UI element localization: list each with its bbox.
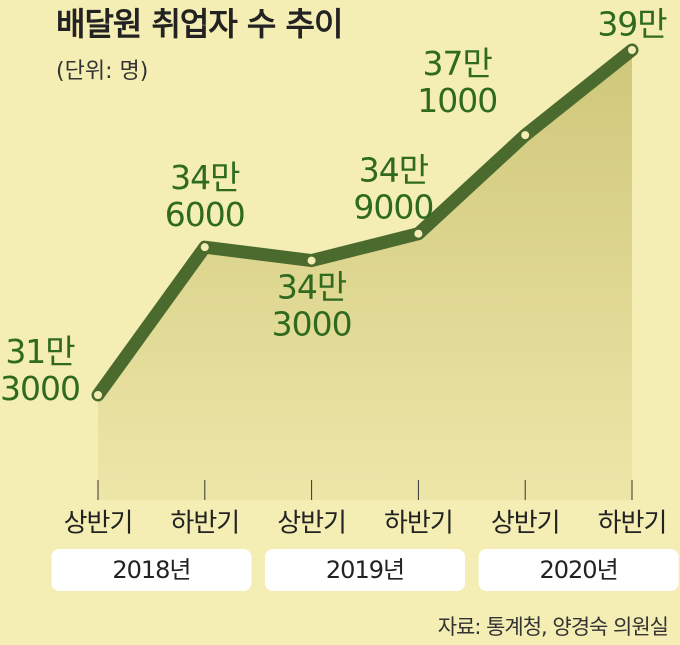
line (91, 43, 639, 402)
value-label: 34만 3000 (272, 267, 352, 343)
year-box (478, 549, 679, 591)
subtitle: (단위: 명) (56, 59, 148, 84)
value-label: 39만 (597, 5, 667, 44)
marker (307, 256, 316, 265)
value-label: 34만 6000 (165, 158, 245, 234)
year-label: 2018년 (112, 556, 190, 584)
marker (200, 243, 209, 252)
marker (628, 46, 636, 54)
value-label: 34만 9000 (353, 150, 433, 226)
x-tick-label: 하반기 (598, 509, 667, 539)
x-tick-label: 상반기 (277, 509, 346, 539)
value-label: 31만 3000 (0, 332, 80, 408)
year-box (51, 549, 252, 591)
marker (414, 229, 423, 238)
year-label: 2020년 (540, 556, 618, 584)
x-tick-label: 상반기 (64, 509, 133, 539)
x-tick-label: 상반기 (491, 509, 560, 539)
source: 자료: 통계청, 양경숙 의원실 (438, 615, 668, 639)
marker (521, 131, 530, 140)
x-tick-label: 하반기 (170, 509, 239, 539)
chart-title: 배달원 취업자 수 추이 (56, 5, 342, 43)
year-box (265, 549, 465, 591)
x-tick-label: 하반기 (384, 509, 453, 539)
marker (94, 391, 102, 399)
year-label: 2019년 (326, 556, 404, 584)
value-label: 37만 1000 (417, 44, 497, 120)
